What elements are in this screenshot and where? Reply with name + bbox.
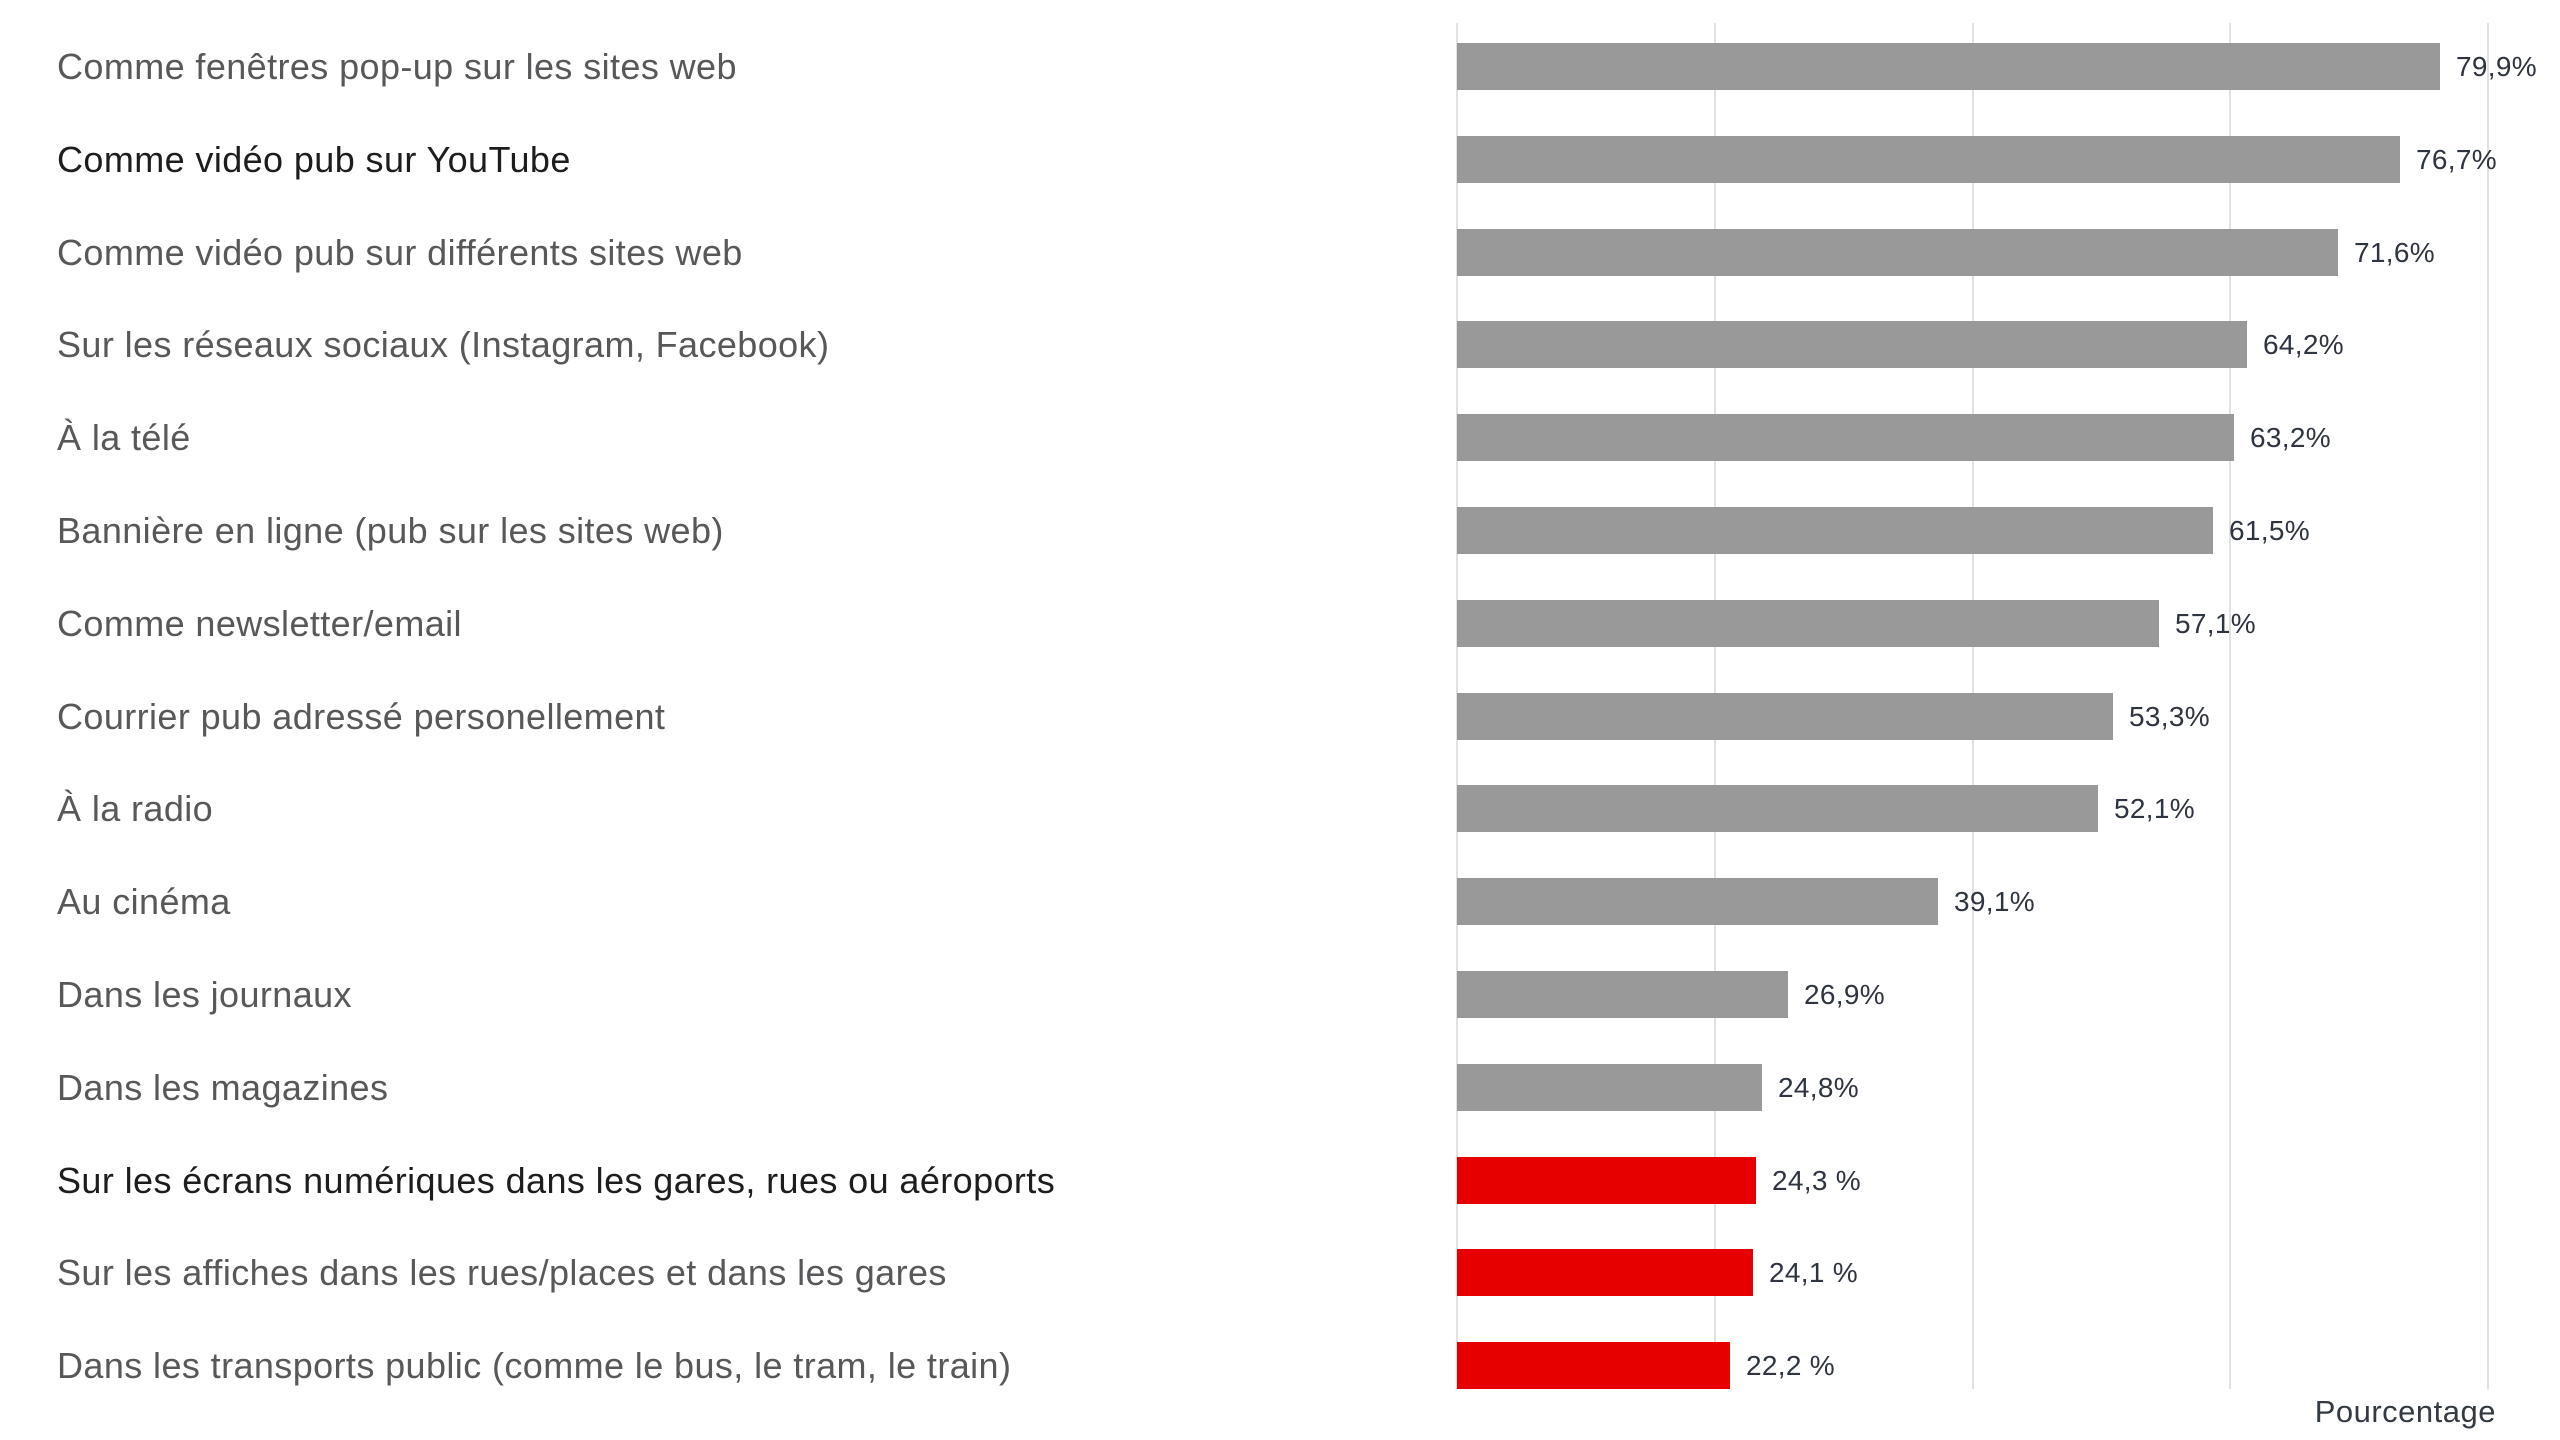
category-label: Comme vidéo pub sur YouTube	[57, 138, 571, 180]
chart-row: Comme newsletter/email 57,1%	[0, 600, 2560, 647]
value-label: 52,1%	[2114, 792, 2195, 824]
chart-row: Sur les affiches dans les rues/places et…	[0, 1249, 2560, 1296]
category-label: Bannière en ligne (pub sur les sites web…	[57, 509, 724, 551]
chart-row: Comme fenêtres pop-up sur les sites web …	[0, 43, 2560, 90]
value-label: 57,1%	[2175, 607, 2256, 639]
bar	[1457, 1342, 1730, 1389]
bar	[1457, 971, 1788, 1018]
category-label: Sur les écrans numériques dans les gares…	[57, 1159, 1056, 1201]
chart-row: À la télé 63,2%	[0, 414, 2560, 461]
chart-row: Sur les écrans numériques dans les gares…	[0, 1157, 2560, 1204]
category-label: Dans les magazines	[57, 1066, 389, 1108]
x-axis-label: Pourcentage	[2314, 1394, 2496, 1429]
category-label: À la télé	[57, 416, 191, 458]
category-label: Comme fenêtres pop-up sur les sites web	[57, 45, 737, 87]
bar	[1457, 1249, 1753, 1296]
value-label: 24,8%	[1778, 1071, 1859, 1103]
chart-row: Comme vidéo pub sur différents sites web…	[0, 229, 2560, 276]
bar	[1457, 43, 2440, 90]
value-label: 63,2%	[2250, 421, 2331, 453]
gridline	[2229, 23, 2231, 1389]
bar	[1457, 1064, 1762, 1111]
bar	[1457, 507, 2213, 554]
bar	[1457, 136, 2400, 183]
value-label: 39,1%	[1954, 885, 2035, 917]
category-label: Comme vidéo pub sur différents sites web	[57, 231, 743, 273]
chart-row: Dans les transports public (comme le bus…	[0, 1342, 2560, 1389]
chart-row: Courrier pub adressé personellement 53,3…	[0, 693, 2560, 740]
value-label: 79,9%	[2456, 50, 2537, 82]
category-label: Courrier pub adressé personellement	[57, 695, 666, 737]
category-label: Au cinéma	[57, 880, 231, 922]
chart-row: Au cinéma 39,1%	[0, 878, 2560, 925]
bar	[1457, 414, 2234, 461]
gridline	[2487, 23, 2489, 1389]
bar	[1457, 693, 2113, 740]
chart-row: À la radio 52,1%	[0, 785, 2560, 832]
category-label: Dans les journaux	[57, 973, 352, 1015]
chart-row: Comme vidéo pub sur YouTube 76,7%	[0, 136, 2560, 183]
chart-row: Sur les réseaux sociaux (Instagram, Face…	[0, 321, 2560, 368]
bar	[1457, 878, 1938, 925]
value-label: 22,2 %	[1746, 1349, 1835, 1381]
bar	[1457, 1157, 1756, 1204]
category-label: Sur les réseaux sociaux (Instagram, Face…	[57, 323, 830, 365]
bar	[1457, 600, 2159, 647]
value-label: 53,3%	[2129, 700, 2210, 732]
category-label: Comme newsletter/email	[57, 602, 462, 644]
value-label: 76,7%	[2416, 143, 2497, 175]
value-label: 61,5%	[2229, 514, 2310, 546]
chart-row: Bannière en ligne (pub sur les sites web…	[0, 507, 2560, 554]
value-label: 71,6%	[2354, 236, 2435, 268]
value-label: 64,2%	[2263, 328, 2344, 360]
value-label: 26,9%	[1804, 978, 1885, 1010]
bar	[1457, 785, 2098, 832]
value-label: 24,3 %	[1772, 1164, 1861, 1196]
category-label: À la radio	[57, 787, 214, 829]
category-label: Sur les affiches dans les rues/places et…	[57, 1251, 947, 1293]
chart-row: Dans les journaux 26,9%	[0, 971, 2560, 1018]
category-label: Dans les transports public (comme le bus…	[57, 1344, 1012, 1386]
value-label: 24,1 %	[1769, 1256, 1858, 1288]
bar	[1457, 321, 2247, 368]
chart-row: Dans les magazines 24,8%	[0, 1064, 2560, 1111]
bar	[1457, 229, 2338, 276]
